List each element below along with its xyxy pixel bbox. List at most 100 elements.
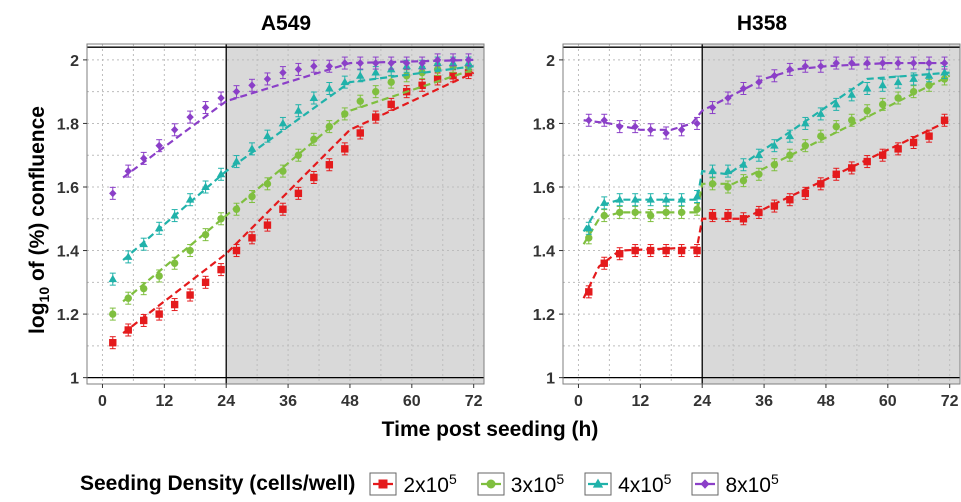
data-point xyxy=(739,160,748,168)
data-point xyxy=(248,234,256,242)
data-point xyxy=(832,122,840,131)
data-point xyxy=(140,284,148,293)
data-point xyxy=(186,246,194,255)
data-point xyxy=(770,202,779,210)
data-point xyxy=(449,56,457,64)
data-point xyxy=(449,72,457,80)
data-point xyxy=(263,221,272,229)
data-point xyxy=(310,173,318,182)
data-point xyxy=(863,157,871,166)
legend-label: 2x105 xyxy=(403,470,457,497)
data-point xyxy=(217,215,225,223)
data-point xyxy=(786,196,794,204)
plot-frame xyxy=(86,43,485,385)
data-point xyxy=(863,59,871,67)
data-point xyxy=(801,118,810,127)
data-point xyxy=(418,81,426,90)
data-point xyxy=(248,81,256,90)
data-point xyxy=(785,131,795,140)
y-tick-label: 2 xyxy=(546,53,555,70)
data-point xyxy=(739,84,748,93)
data-point xyxy=(708,103,717,112)
fit-line xyxy=(122,58,474,179)
series-8x10-5 xyxy=(109,53,474,200)
data-point xyxy=(832,170,840,178)
legend-item-3x10-5: 3x105 xyxy=(477,471,564,498)
x-tick-label: 12 xyxy=(155,393,173,410)
data-point xyxy=(909,87,918,96)
data-point xyxy=(599,198,609,206)
data-point xyxy=(894,145,902,153)
data-point xyxy=(155,272,163,280)
legend-item-2x10-5: 2x105 xyxy=(369,470,457,498)
data-point xyxy=(185,195,195,203)
data-point xyxy=(108,274,118,283)
y-axis-label: log10 of (%) confluence xyxy=(26,106,52,334)
legend-key-marker xyxy=(700,479,710,489)
data-point xyxy=(924,71,934,79)
data-point xyxy=(232,205,241,213)
data-point xyxy=(817,132,825,140)
series-2x10-5 xyxy=(582,113,951,299)
data-point xyxy=(755,170,763,178)
data-point xyxy=(817,180,825,188)
data-point xyxy=(832,99,841,108)
data-point xyxy=(279,167,287,175)
data-point xyxy=(616,208,624,217)
data-point xyxy=(940,116,949,124)
data-point xyxy=(925,132,933,140)
data-point xyxy=(294,189,303,198)
data-point xyxy=(109,338,117,347)
data-point xyxy=(140,154,148,163)
data-point xyxy=(372,59,380,67)
data-point xyxy=(294,151,303,159)
x-tick-label: 24 xyxy=(217,393,235,410)
data-point xyxy=(723,166,733,175)
data-point xyxy=(341,145,349,153)
data-point xyxy=(863,107,871,115)
data-point xyxy=(770,141,779,149)
legend-key-diamond xyxy=(691,472,719,496)
legend-key-marker xyxy=(592,478,604,488)
data-point xyxy=(801,189,810,198)
y-tick-label: 1.2 xyxy=(533,307,555,324)
data-point xyxy=(600,211,608,220)
data-point xyxy=(693,119,701,128)
data-point xyxy=(600,116,608,125)
fit-line xyxy=(582,74,951,245)
legend-key-circle xyxy=(477,472,505,496)
data-point xyxy=(186,113,194,121)
data-point xyxy=(170,300,179,309)
data-point xyxy=(631,208,639,217)
data-point xyxy=(677,125,686,134)
data-point xyxy=(878,151,887,159)
data-point xyxy=(356,129,364,137)
data-point xyxy=(232,157,241,165)
data-point xyxy=(371,68,380,76)
data-point xyxy=(646,211,655,220)
data-point xyxy=(170,125,179,134)
data-point xyxy=(247,144,257,152)
legend-item-8x10-5: 8x105 xyxy=(691,471,779,498)
panel-title: A549 xyxy=(261,12,311,35)
data-point xyxy=(770,71,779,80)
y-tick-label: 1.4 xyxy=(533,244,555,261)
data-point xyxy=(817,62,825,71)
data-point xyxy=(325,84,334,92)
data-point xyxy=(585,116,593,125)
data-point xyxy=(278,118,288,127)
data-point xyxy=(724,211,732,220)
data-point xyxy=(816,109,826,117)
data-point xyxy=(770,161,779,169)
data-point xyxy=(433,56,442,64)
data-point xyxy=(847,90,856,98)
legend-key-triangle xyxy=(584,472,612,496)
data-point xyxy=(584,223,594,232)
data-point xyxy=(170,259,179,267)
y-tick-label: 1.4 xyxy=(57,244,79,261)
data-point xyxy=(862,84,872,92)
data-point xyxy=(692,192,702,200)
data-point xyxy=(418,59,426,67)
x-tick-label: 12 xyxy=(631,393,649,410)
data-point xyxy=(309,93,319,101)
